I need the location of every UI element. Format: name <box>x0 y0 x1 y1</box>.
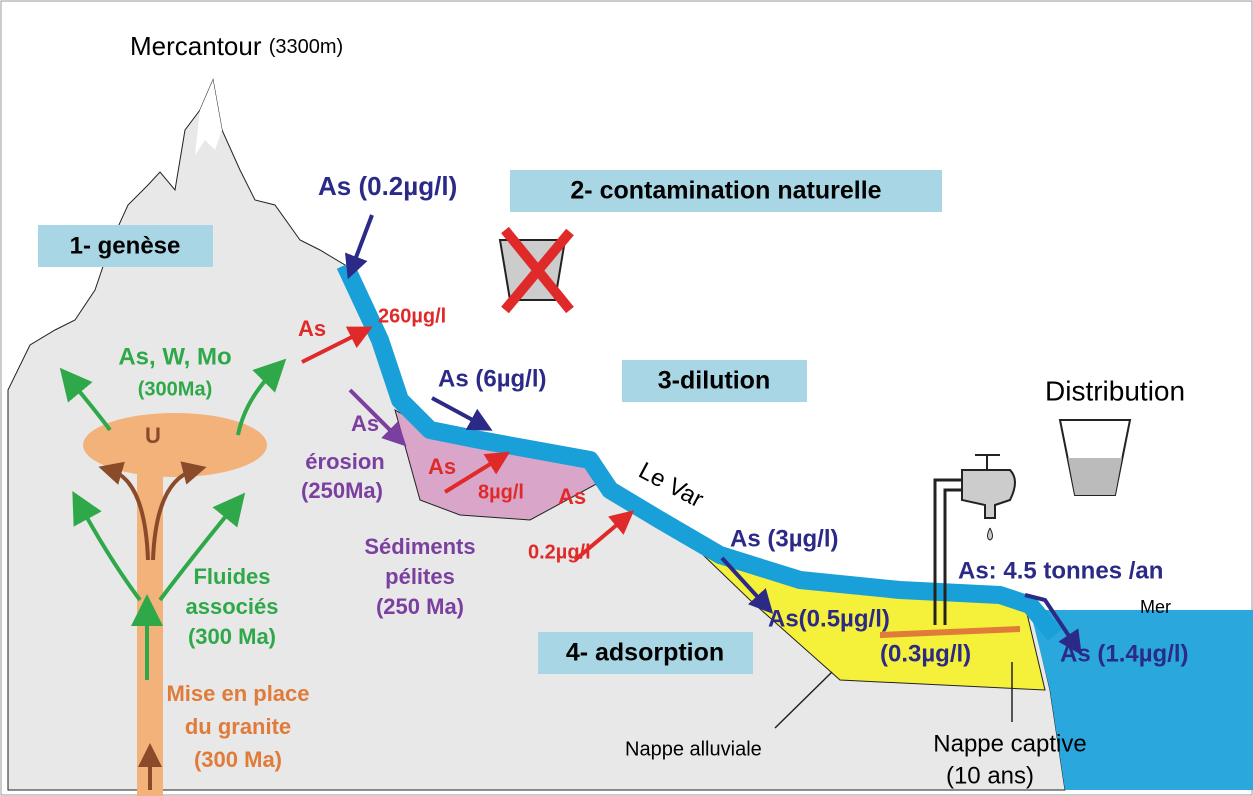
captive-label: (10 ans) <box>946 762 1034 789</box>
fluids-label: (300 Ma) <box>188 624 276 649</box>
aquifer-input-concentration: 0.2µg/l <box>528 541 591 563</box>
erosion-arrow <box>348 388 407 447</box>
fluid-arrow <box>158 492 246 602</box>
fluid-arrow <box>59 367 112 432</box>
water-drop <box>987 527 993 541</box>
stage-box <box>510 170 942 212</box>
granite-body <box>83 413 267 477</box>
sea-concentration: As (1.4µg/l) <box>1060 640 1189 667</box>
erosion-label: As <box>351 411 379 436</box>
leader-line <box>774 671 833 729</box>
captive-aquifer <box>880 626 1020 638</box>
river <box>336 261 1062 641</box>
erosion-label: (250Ma) <box>301 478 383 503</box>
sediment-name: Sédiments <box>364 534 475 559</box>
fluids-label: Fluides <box>193 564 270 589</box>
dilution-arrow <box>431 396 493 431</box>
captive-label: Nappe captive <box>933 730 1086 757</box>
mountain-name: Mercantour <box>130 31 262 61</box>
elements-age: (300Ma) <box>138 378 212 400</box>
mountain-elevation: (3300m) <box>269 36 343 58</box>
stage-label: 2- contamination naturelle <box>570 177 881 205</box>
input-arrow <box>301 326 373 364</box>
distribution-label: Distribution <box>1045 375 1185 406</box>
sediment-input: As <box>428 454 456 479</box>
cup-water <box>1068 458 1122 495</box>
captive-concentration: (0.3µg/l) <box>880 640 971 667</box>
downstream-concentration: As (3µg/l) <box>730 525 839 552</box>
fluid-arrow <box>236 358 287 436</box>
stage-label: 1- genèse <box>70 232 181 259</box>
uranium-arrow <box>151 461 207 561</box>
sediment-arrow <box>443 451 511 494</box>
tap <box>961 454 1016 519</box>
input-label: As <box>298 316 326 341</box>
stage-box <box>38 225 213 267</box>
river-flux: As: 4.5 tonnes /an <box>958 557 1163 584</box>
sediment-name: (250 Ma) <box>376 594 464 619</box>
alluvial-concentration: As(0.5µg/l) <box>768 605 890 632</box>
sea-arrow <box>1024 593 1082 655</box>
stage-box <box>622 360 807 402</box>
dilution-concentration: As (6µg/l) <box>438 365 547 392</box>
input-concentration: 260µg/l <box>378 305 446 327</box>
stage-box <box>538 632 753 674</box>
stage-label: 3-dilution <box>658 367 770 395</box>
source-concentration: As (0.2µg/l) <box>318 171 457 201</box>
alluvial-label: Nappe alluviale <box>625 738 762 760</box>
elements-label: As, W, Mo <box>118 343 231 370</box>
snow-cap <box>195 80 222 155</box>
downstream-arrow <box>720 556 774 614</box>
sea <box>1030 610 1253 790</box>
sediment-name: pélites <box>385 564 455 589</box>
granite-label: (300 Ma) <box>194 747 282 772</box>
stage-label: 4- adsorption <box>566 639 724 667</box>
mountain-name: Mercantour (3300m) <box>130 31 343 61</box>
uranium-arrow <box>98 461 150 561</box>
fluids-label: associés <box>186 594 279 619</box>
granite-label: du granite <box>185 714 291 739</box>
well-pipe <box>933 478 965 625</box>
sediment-concentration: 8µg/l <box>478 481 524 503</box>
fluid-arrow <box>72 490 142 602</box>
erosion-label: érosion <box>305 449 384 474</box>
granite-label: Mise en place <box>166 681 309 706</box>
forbidden-cross <box>501 226 574 314</box>
source-arrow <box>345 214 374 280</box>
aquifer-input: As <box>558 484 586 509</box>
aquifer-arrow <box>573 510 635 562</box>
sea-label: Mer <box>1140 597 1171 617</box>
uranium-label: U <box>145 423 161 448</box>
